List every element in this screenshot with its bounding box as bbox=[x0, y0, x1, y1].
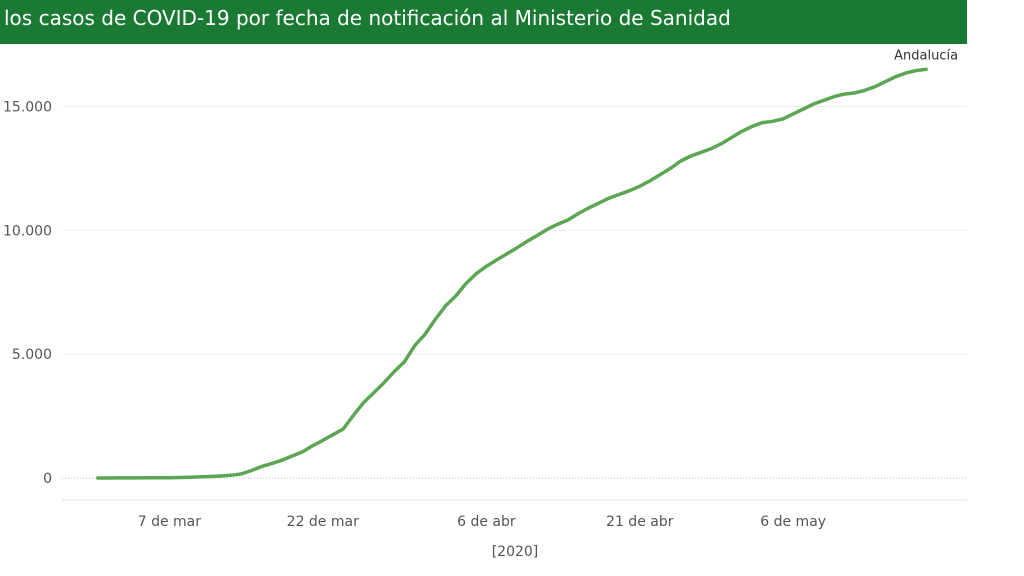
y-tick-label: 0 bbox=[43, 471, 52, 487]
x-tick-label: 6 de abr bbox=[457, 514, 516, 530]
y-tick-label: 10.000 bbox=[3, 223, 52, 239]
series-layer bbox=[96, 67, 928, 480]
x-axis-title: [2020] bbox=[492, 544, 539, 560]
y-tick-label: 15.000 bbox=[3, 99, 52, 115]
gridlines bbox=[62, 105, 967, 479]
y-tick-label: 5.000 bbox=[12, 347, 52, 363]
x-tick-label: 21 de abr bbox=[606, 514, 674, 530]
series-label: Andalucía bbox=[894, 48, 958, 63]
labels: Andalucía bbox=[894, 48, 958, 63]
x-tick-label: 7 de mar bbox=[138, 514, 202, 530]
x-tick-label: 6 de may bbox=[760, 514, 826, 530]
x-tick-label: 22 de mar bbox=[287, 514, 359, 530]
chart-title: los casos de COVID-19 por fecha de notif… bbox=[4, 6, 731, 30]
axes: 0 5.000 10.000 15.000 7 de mar 22 de mar 6 de … bbox=[3, 99, 967, 560]
series-line bbox=[96, 67, 928, 480]
chart-header-bar: los casos de COVID-19 por fecha de notif… bbox=[0, 0, 967, 44]
